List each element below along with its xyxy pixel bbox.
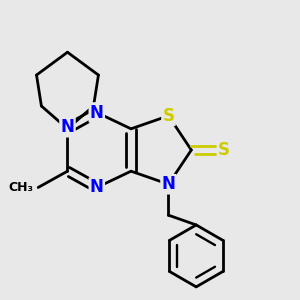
Text: CH₃: CH₃ <box>8 181 33 194</box>
Text: N: N <box>90 178 104 196</box>
Text: N: N <box>61 118 74 136</box>
Text: S: S <box>218 141 230 159</box>
Text: S: S <box>163 107 175 125</box>
Text: N: N <box>162 175 176 193</box>
Text: N: N <box>90 103 104 122</box>
